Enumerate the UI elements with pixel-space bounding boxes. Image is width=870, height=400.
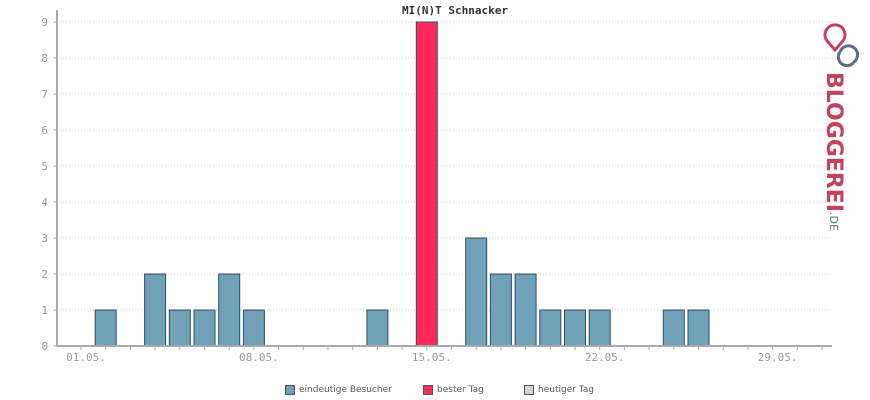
bar [489, 273, 512, 347]
x-tick-label: 29.05. [758, 351, 798, 364]
y-tick-label: 8 [41, 52, 48, 65]
bar [465, 237, 488, 347]
bar [662, 309, 685, 347]
y-tick-label: 1 [41, 304, 48, 317]
legend-item-visitors: eindeutige Besucher [285, 385, 392, 395]
bar [144, 273, 167, 347]
legend-label-visitors: eindeutige Besucher [299, 385, 392, 395]
legend-label-today: heutiger Tag [538, 385, 595, 395]
bar [539, 309, 562, 347]
y-tick-label: 2 [41, 268, 48, 281]
y-tick-label: 7 [41, 88, 48, 101]
x-tick-label: 08.05. [239, 351, 279, 364]
bar [168, 309, 191, 347]
chart-title: MI(N)T Schnacker [402, 4, 508, 17]
bar [514, 273, 537, 347]
y-tick-label: 6 [41, 124, 48, 137]
legend-label-best-day: bester Tag [437, 385, 484, 395]
y-tick-label: 3 [41, 232, 48, 245]
bar [193, 309, 216, 347]
logo-brand: BLOGGEREI [821, 72, 846, 213]
bar [218, 273, 241, 347]
x-tick-label: 01.05. [66, 351, 106, 364]
x-tick-label: 15.05. [412, 351, 452, 364]
bloggerei-logo-text: BLOGGEREI.DE [821, 72, 846, 231]
legend-item-today: heutiger Tag [524, 385, 594, 395]
legend-item-best-day: bester Tag [423, 385, 484, 395]
y-tick-label: 9 [41, 16, 48, 29]
legend: eindeutige Besucher bester Tag heutiger … [0, 385, 870, 399]
y-tick-label: 5 [41, 160, 48, 173]
bar [415, 21, 438, 347]
bar [588, 309, 611, 347]
y-tick-label: 0 [41, 340, 48, 353]
legend-swatch-best-day [423, 385, 433, 395]
bar [564, 309, 586, 347]
bar [242, 309, 265, 347]
x-tick-label: 22.05. [585, 351, 625, 364]
legend-swatch-today [524, 385, 534, 395]
bar [366, 309, 389, 347]
y-tick-label: 4 [41, 196, 48, 209]
bloggerei-logo[interactable] [810, 18, 870, 218]
logo-tld: .DE [827, 212, 840, 231]
bar [687, 309, 710, 347]
bar [94, 309, 117, 347]
legend-swatch-visitors [285, 385, 295, 395]
